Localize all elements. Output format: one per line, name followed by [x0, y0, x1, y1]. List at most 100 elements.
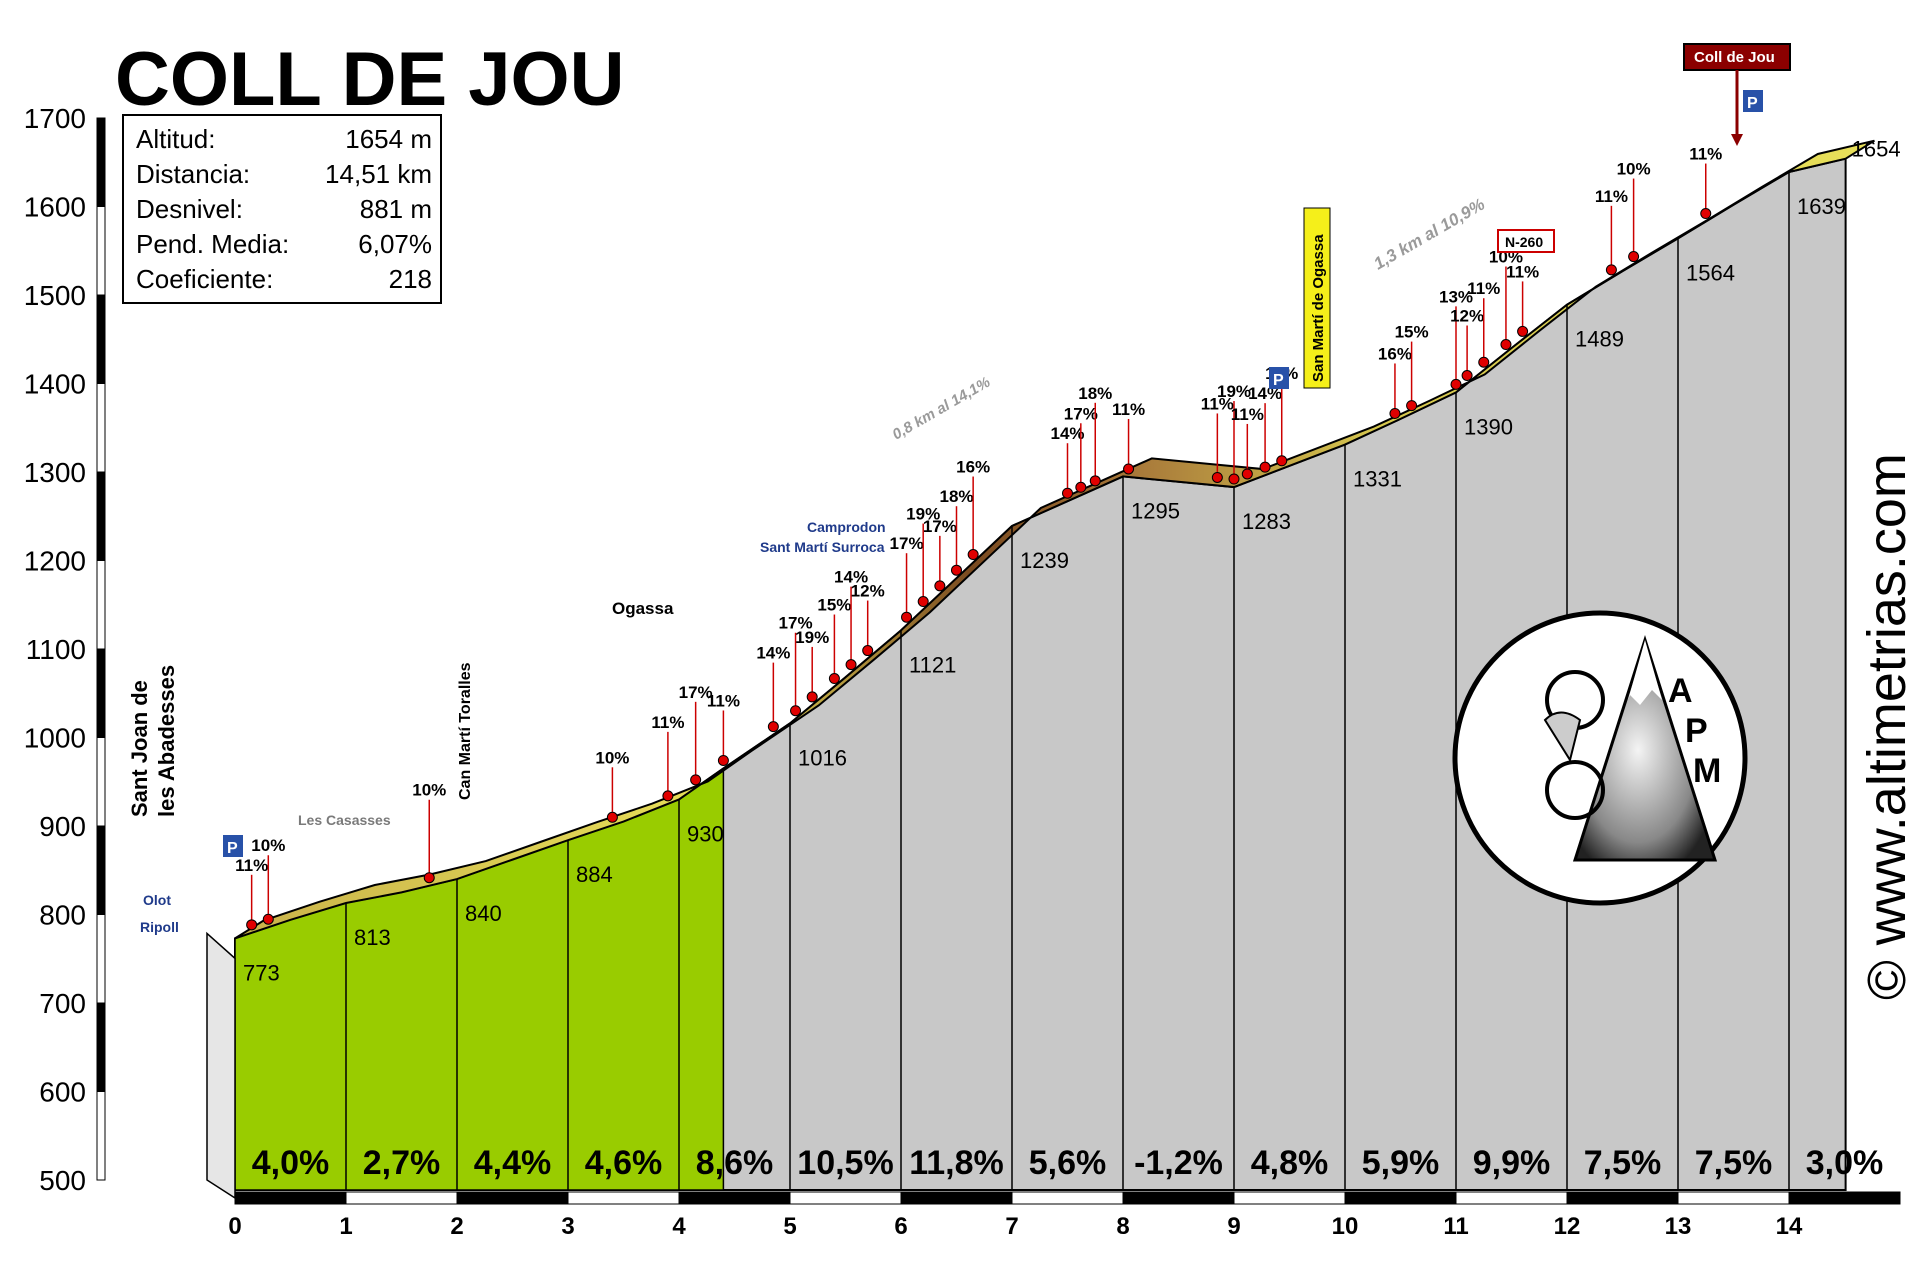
y-tick-label: 900 — [39, 811, 86, 842]
segment-gradient-label: 2,7% — [363, 1144, 441, 1182]
max-gradient-label: 19% — [906, 505, 940, 524]
logo-text-p: P — [1685, 712, 1708, 750]
y-tick-label: 800 — [39, 900, 86, 931]
x-axis-band — [1122, 1191, 1235, 1205]
segment-gradient-label: 9,9% — [1473, 1144, 1551, 1182]
max-gradient-label: 11% — [1506, 262, 1539, 281]
max-gradient-dot — [1700, 208, 1712, 220]
y-axis-band — [96, 471, 106, 561]
segment-gradient-label: 7,5% — [1584, 1144, 1662, 1182]
max-gradient-label: 11% — [235, 856, 268, 875]
x-tick-label: 10 — [1332, 1213, 1359, 1240]
profile-left-face — [206, 931, 236, 1200]
max-gradient-dot — [951, 564, 962, 576]
elevation-label: 1639 — [1797, 194, 1846, 219]
x-axis-band — [1011, 1191, 1124, 1205]
ripoll-label: Ripoll — [140, 919, 179, 935]
segment-gradient-label: 5,9% — [1362, 1144, 1440, 1182]
x-axis-band — [900, 1191, 1013, 1205]
max-gradient-label: 14% — [756, 644, 790, 663]
x-tick-label: 6 — [894, 1213, 907, 1240]
stat-label: Coeficiente: — [136, 264, 273, 294]
segment-gradient-label: 5,6% — [1029, 1144, 1107, 1182]
max-gradient-label: 18% — [1078, 384, 1112, 403]
x-tick-label: 3 — [561, 1213, 574, 1240]
x-axis-band — [1233, 1191, 1346, 1205]
stat-label: Distancia: — [136, 159, 250, 189]
max-gradient-dot — [1478, 356, 1490, 368]
sant-marti-surroca-label: Sant Martí Surroca — [760, 539, 885, 555]
y-tick-label: 1700 — [24, 103, 86, 134]
elevation-label: 1121 — [909, 652, 956, 677]
elevation-label: 1390 — [1464, 414, 1513, 439]
y-axis-band — [96, 1091, 106, 1181]
parking-sign-ogassa: P — [1269, 367, 1289, 389]
segment-gradient-label: 4,4% — [474, 1144, 552, 1182]
max-gradient-dot — [934, 580, 946, 592]
can-marti-label: Can Martí Toralles — [457, 662, 474, 800]
max-gradient-dot — [1500, 339, 1512, 351]
elevation-label: 1331 — [1353, 467, 1402, 492]
max-gradient-label: 10% — [412, 781, 446, 800]
elevation-label: 1564 — [1686, 260, 1735, 285]
max-gradient-label: 17% — [923, 517, 957, 536]
x-tick-label: 14 — [1776, 1213, 1803, 1240]
y-axis-band — [96, 294, 106, 384]
elevation-label: 1016 — [798, 745, 847, 770]
max-gradient-dot — [1517, 325, 1529, 337]
y-axis-band — [96, 383, 106, 473]
x-tick-label: 12 — [1554, 1213, 1581, 1240]
segment-gradient-label: -1,2% — [1134, 1144, 1223, 1182]
parking-sign-top: P — [1743, 90, 1763, 112]
x-tick-label: 1 — [339, 1213, 352, 1240]
max-gradient-dot — [262, 913, 274, 925]
elevation-label: 1654 — [1852, 137, 1901, 162]
max-gradient-dot — [1406, 400, 1418, 412]
max-gradient-label: 11% — [1689, 145, 1722, 164]
max-gradient-dot — [606, 811, 618, 823]
note-1-3km: 1,3 km al 10,9% — [1371, 195, 1489, 274]
elevation-label: 840 — [465, 901, 502, 926]
max-gradient-dot — [717, 754, 729, 766]
max-gradient-dot — [1276, 455, 1288, 467]
y-tick-label: 700 — [39, 988, 86, 1019]
elevation-label: 813 — [354, 925, 391, 950]
y-axis-band — [96, 737, 106, 827]
note-0-8km: 0,8 km al 14,1% — [890, 374, 994, 444]
max-gradient-label: 11% — [1201, 394, 1234, 413]
n260-sign: N-260 — [1497, 229, 1555, 253]
max-gradient-label: 11% — [707, 691, 740, 710]
y-axis-band — [96, 825, 106, 915]
stat-value: 14,51 km — [325, 159, 432, 189]
max-gradient-dot — [917, 596, 929, 608]
watermark: © www.altimetrias.com — [1857, 453, 1917, 1000]
max-gradient-label: 14% — [1050, 424, 1084, 443]
max-gradient-dot — [967, 549, 979, 561]
x-axis-band — [1788, 1191, 1901, 1205]
start-place-line2: les Abadesses — [154, 665, 179, 817]
svg-text:P: P — [1747, 95, 1758, 112]
max-gradient-dot — [662, 790, 674, 802]
start-place-line1: Sant Joan de — [127, 680, 152, 817]
y-axis-band — [96, 117, 106, 207]
max-gradient-label: 11% — [1231, 405, 1264, 424]
x-tick-label: 11 — [1443, 1213, 1468, 1240]
max-gradient-dot — [901, 611, 913, 623]
max-gradient-label: 19% — [1217, 382, 1251, 401]
y-axis: 500 600 700 800 900 1000 1100 1200 1300 1400 1500 1… — [24, 103, 106, 1196]
stat-value: 881 m — [360, 194, 432, 224]
max-gradient-dot — [845, 659, 857, 671]
max-gradient-label: 10% — [251, 836, 285, 855]
y-axis-band — [96, 560, 106, 650]
y-tick-label: 1200 — [24, 546, 86, 577]
max-gradient-label: 18% — [939, 487, 973, 506]
y-axis-band — [96, 1002, 106, 1092]
y-axis-band — [96, 206, 106, 296]
y-axis-band — [96, 648, 106, 738]
elevation-label: 1489 — [1575, 327, 1624, 352]
x-tick-label: 5 — [783, 1213, 796, 1240]
max-gradient-dot — [246, 919, 258, 931]
max-gradient-dot — [1605, 264, 1617, 276]
